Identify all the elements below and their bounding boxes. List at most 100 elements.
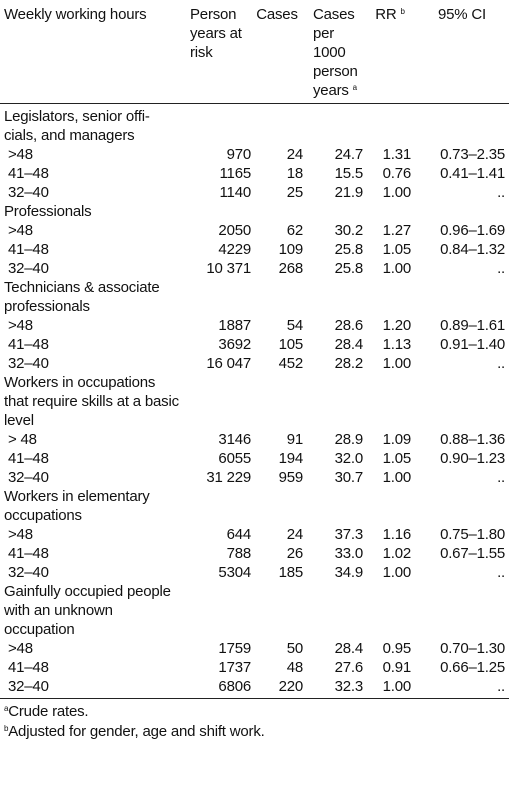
row-rate: 37.3: [334, 526, 364, 543]
row-hours: >48: [8, 317, 33, 334]
table-row: > 48 3146 91 28.9 1.09 0.88–1.36: [0, 430, 509, 449]
row-ci: 0.90–1.23: [440, 450, 505, 467]
row-hours: 41–48: [8, 659, 49, 676]
table-row: >48 1887 54 28.6 1.20 0.89–1.61: [0, 316, 509, 335]
row-hours: >48: [8, 146, 33, 163]
row-cases: 25: [286, 184, 303, 201]
row-hours: > 48: [8, 431, 37, 448]
row-ci: 0.84–1.32: [440, 241, 505, 258]
row-rate: 34.9: [334, 564, 364, 581]
row-person-years: 1737: [218, 659, 251, 676]
row-ci: 0.91–1.40: [440, 336, 505, 353]
footnote: bAdjusted for gender, age and shift work…: [4, 722, 265, 742]
row-hours: 32–40: [8, 355, 49, 372]
row-ci: 0.67–1.55: [440, 545, 505, 562]
occupation-title: Workers in occupations that require skil…: [4, 374, 179, 429]
footnote-mark: b: [4, 724, 9, 733]
header-person-years: Person years at risk: [180, 5, 251, 104]
table-row: >48 970 24 24.7 1.31 0.73–2.35: [0, 145, 509, 164]
row-ci: 0.66–1.25: [440, 659, 505, 676]
row-person-years: 1759: [218, 640, 251, 657]
table-header: Weekly working hours Person years at ris…: [0, 5, 509, 104]
footnote-mark-b: b: [400, 7, 405, 16]
row-ci: 0.88–1.36: [440, 431, 505, 448]
row-person-years: 3146: [218, 431, 251, 448]
row-ci: 0.89–1.61: [440, 317, 505, 334]
row-cases: 54: [286, 317, 303, 334]
header-cases-per-1000: Cases per 1000 person years a: [303, 5, 365, 104]
occupation-group-heading: Legislators, senior offi-cials, and mana…: [0, 104, 509, 146]
table-row: 32–40 16 047 452 28.2 1.00..: [0, 354, 509, 373]
table-row: 41–48 4229 109 25.8 1.05 0.84–1.32: [0, 240, 509, 259]
row-person-years: 16 047: [206, 355, 251, 372]
table-row: 41–48 1165 18 15.5 0.76 0.41–1.41: [0, 164, 509, 183]
row-cases: 268: [278, 260, 304, 277]
row-rate: 15.5: [334, 165, 364, 182]
row-rate: 30.7: [334, 469, 364, 486]
row-cases: 452: [278, 355, 304, 372]
table-row: 32–40 5304 185 34.9 1.00..: [0, 563, 509, 582]
footnote-mark-a: a: [352, 83, 357, 92]
row-rate: 33.0: [334, 545, 364, 562]
table-row: >48 2050 62 30.2 1.27 0.96–1.69: [0, 221, 509, 240]
data-table: Weekly working hours Person years at ris…: [0, 5, 509, 699]
footnotes: aCrude rates. bAdjusted for gender, age a…: [4, 702, 265, 742]
row-rr: 1.00: [365, 677, 415, 699]
row-ci: 0.41–1.41: [440, 165, 505, 182]
row-rate: 27.6: [334, 659, 364, 676]
row-rr: 1.13: [382, 336, 412, 353]
table-row: 41–48 6055 194 32.0 1.05 0.90–1.23: [0, 449, 509, 468]
row-person-years: 1140: [219, 184, 252, 201]
row-cases: 109: [278, 241, 304, 258]
table-row: 32–40 10 371 268 25.8 1.00..: [0, 259, 509, 278]
row-cases: 185: [278, 564, 304, 581]
row-person-years: 31 229: [206, 469, 251, 486]
row-rate: 28.6: [334, 317, 364, 334]
row-ci: 0.70–1.30: [440, 640, 505, 657]
row-rate: 21.9: [334, 184, 364, 201]
row-person-years: 10 371: [206, 260, 251, 277]
row-hours: 41–48: [8, 241, 49, 258]
row-ci: ..: [497, 564, 505, 581]
row-ci: ..: [497, 469, 505, 486]
row-ci: ..: [497, 260, 505, 277]
table-row: 41–48 3692 105 28.4 1.13 0.91–1.40: [0, 335, 509, 354]
occupation-group-heading: Workers in elementary occupations: [0, 487, 509, 525]
row-person-years: 6055: [218, 450, 251, 467]
row-rr: 1.00: [382, 564, 412, 581]
row-person-years: 644: [226, 526, 252, 543]
row-cases: 26: [286, 545, 303, 562]
row-rr: 1.00: [382, 260, 412, 277]
row-cases: 62: [286, 222, 303, 239]
table-row: 32–40 6806 220 32.3 1.00..: [0, 677, 509, 699]
row-hours: 32–40: [8, 184, 49, 201]
row-rate: 28.4: [334, 336, 364, 353]
table-row: >48 644 24 37.3 1.16 0.75–1.80: [0, 525, 509, 544]
row-rr: 1.02: [382, 545, 412, 562]
row-person-years: 788: [226, 545, 252, 562]
row-cases: 50: [286, 640, 303, 657]
row-rr: 1.31: [382, 146, 412, 163]
header-95-ci: 95% CI: [415, 5, 509, 104]
table-row: >48 1759 50 28.4 0.95 0.70–1.30: [0, 639, 509, 658]
footnote-mark: a: [4, 704, 9, 713]
row-ci: 0.75–1.80: [440, 526, 505, 543]
row-cases: 18: [286, 165, 303, 182]
row-person-years: 4229: [218, 241, 251, 258]
row-person-years: 1887: [218, 317, 251, 334]
occupation-group-heading: Gainfully occupied people with an unknow…: [0, 582, 509, 639]
row-person-years: 6806: [180, 677, 251, 699]
row-hours: >48: [8, 526, 33, 543]
header-cases: Cases: [251, 5, 303, 104]
row-rr: 1.05: [382, 241, 412, 258]
row-cases: 220: [251, 677, 303, 699]
row-cases: 24: [286, 146, 303, 163]
row-ci: ..: [415, 677, 509, 699]
table-row: 41–48 1737 48 27.6 0.91 0.66–1.25: [0, 658, 509, 677]
row-rate: 25.8: [334, 260, 364, 277]
occupation-title: Workers in elementary occupations: [4, 488, 150, 524]
row-ci: ..: [497, 355, 505, 372]
occupation-title: Legislators, senior offi-cials, and mana…: [4, 108, 150, 144]
row-person-years: 3692: [218, 336, 251, 353]
row-cases: 105: [278, 336, 304, 353]
